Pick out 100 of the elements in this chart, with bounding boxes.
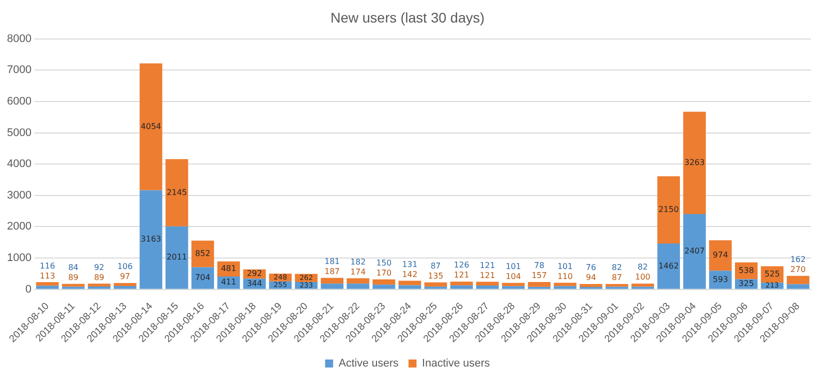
data-label: 170 bbox=[376, 268, 392, 278]
data-label: 3163 bbox=[140, 234, 162, 244]
data-label: 270 bbox=[790, 264, 806, 274]
data-label: 101 bbox=[506, 262, 521, 271]
data-label: 3263 bbox=[684, 158, 705, 167]
bar bbox=[140, 63, 162, 190]
data-label: 92 bbox=[94, 262, 104, 272]
bar bbox=[683, 112, 706, 214]
data-label: 162 bbox=[790, 254, 806, 264]
data-label: 852 bbox=[195, 249, 210, 258]
bar bbox=[631, 284, 654, 287]
data-label: 100 bbox=[635, 272, 650, 282]
bar bbox=[320, 284, 344, 289]
bar bbox=[450, 282, 473, 286]
data-label: 121 bbox=[454, 270, 470, 280]
y-tick-label: 4000 bbox=[6, 158, 32, 170]
bar bbox=[476, 282, 499, 286]
y-tick-label: 3000 bbox=[6, 189, 32, 202]
data-label: 1462 bbox=[658, 261, 679, 270]
bar bbox=[554, 282, 576, 286]
data-label: 974 bbox=[712, 250, 728, 260]
y-tick-label: 7000 bbox=[6, 64, 32, 76]
data-label: 2011 bbox=[166, 252, 188, 262]
data-label: 292 bbox=[246, 269, 262, 278]
bar bbox=[166, 226, 188, 289]
data-label: 131 bbox=[402, 260, 418, 269]
data-label: 2145 bbox=[166, 188, 188, 197]
data-label: 110 bbox=[557, 272, 573, 281]
y-tick-label: 0 bbox=[25, 283, 32, 296]
bar bbox=[450, 285, 473, 289]
data-label: 101 bbox=[557, 262, 573, 271]
bar bbox=[346, 278, 370, 284]
data-label: 82 bbox=[612, 263, 622, 272]
data-label: 593 bbox=[712, 274, 728, 284]
data-label: 89 bbox=[68, 273, 78, 282]
bar bbox=[372, 279, 396, 285]
data-label: 4054 bbox=[140, 122, 162, 131]
data-label: 157 bbox=[532, 271, 547, 280]
bar bbox=[580, 284, 602, 287]
bar bbox=[166, 159, 188, 226]
bar bbox=[709, 240, 732, 271]
data-label: 78 bbox=[534, 261, 544, 270]
data-label: 2150 bbox=[658, 204, 679, 214]
bar bbox=[114, 286, 136, 289]
data-label: 94 bbox=[586, 273, 596, 282]
bar bbox=[657, 244, 680, 289]
bar bbox=[424, 282, 447, 287]
bar bbox=[372, 284, 396, 289]
data-label: 704 bbox=[195, 273, 210, 282]
chart-title: New users (last 30 days) bbox=[330, 9, 485, 26]
bar bbox=[528, 282, 551, 287]
legend-label: Active users bbox=[338, 358, 400, 370]
data-label: 87 bbox=[612, 273, 622, 282]
bar bbox=[114, 282, 136, 286]
y-tick-label: 2000 bbox=[6, 220, 32, 233]
bar bbox=[502, 286, 525, 289]
y-tick-label: 8000 bbox=[6, 32, 32, 45]
bar bbox=[398, 280, 422, 286]
data-label: 121 bbox=[480, 270, 496, 280]
bar bbox=[36, 286, 59, 289]
data-label: 106 bbox=[117, 262, 133, 272]
y-tick-label: 6000 bbox=[6, 95, 32, 108]
bar bbox=[606, 284, 628, 287]
data-label: 481 bbox=[220, 264, 236, 274]
data-label: 76 bbox=[586, 263, 596, 272]
data-label: 2407 bbox=[684, 246, 705, 256]
data-label: 187 bbox=[324, 266, 340, 276]
bar bbox=[320, 278, 344, 284]
data-label: 538 bbox=[738, 266, 754, 275]
data-label: 344 bbox=[246, 278, 262, 288]
data-label: 87 bbox=[430, 261, 441, 270]
data-label: 142 bbox=[402, 270, 418, 279]
data-label: 325 bbox=[738, 279, 754, 288]
bar bbox=[657, 176, 680, 244]
data-label: 121 bbox=[480, 260, 496, 270]
bar bbox=[346, 284, 370, 289]
data-label: 113 bbox=[40, 271, 56, 280]
data-label: 411 bbox=[220, 278, 236, 287]
data-label: 182 bbox=[350, 257, 366, 266]
data-label: 525 bbox=[764, 270, 780, 279]
bar bbox=[786, 276, 810, 284]
bar bbox=[554, 286, 576, 289]
bar bbox=[476, 286, 499, 289]
data-label: 150 bbox=[376, 258, 392, 268]
bar bbox=[502, 282, 525, 286]
data-label: 82 bbox=[638, 262, 648, 272]
bar bbox=[683, 214, 706, 289]
bar bbox=[88, 286, 110, 289]
bar bbox=[36, 282, 59, 286]
y-tick-label: 1000 bbox=[6, 252, 32, 264]
data-label: 174 bbox=[350, 267, 366, 276]
data-label: 97 bbox=[120, 272, 130, 282]
bar bbox=[398, 285, 422, 289]
data-label: 181 bbox=[324, 256, 340, 266]
data-label: 135 bbox=[428, 271, 444, 280]
y-tick-label: 5000 bbox=[6, 126, 32, 139]
data-label: 116 bbox=[40, 261, 56, 270]
bar bbox=[191, 267, 214, 289]
bar bbox=[786, 284, 810, 289]
data-label: 89 bbox=[94, 272, 104, 282]
